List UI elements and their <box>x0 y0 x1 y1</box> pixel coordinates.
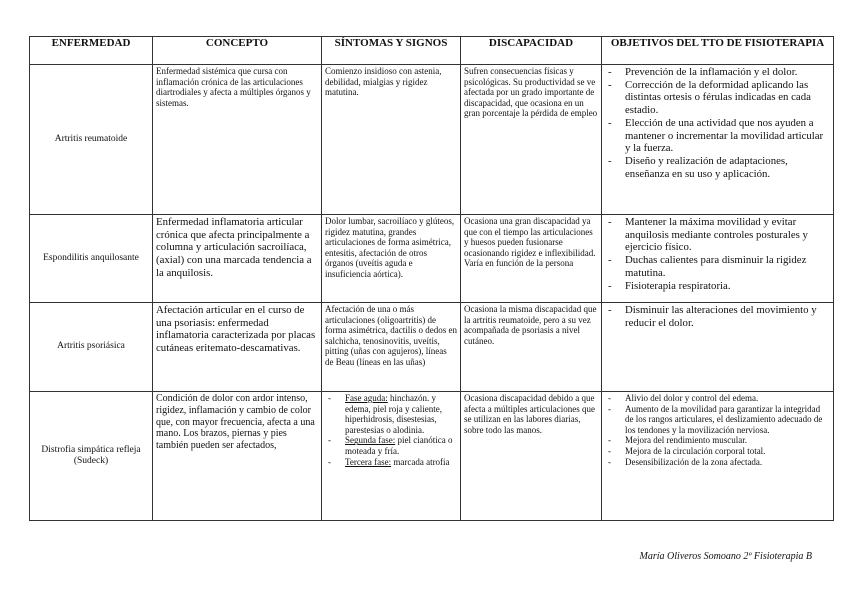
table-row: Distrofia simpática refleja (Sudeck) Con… <box>29 391 834 521</box>
header-row: ENFERMEDAD CONCEPTO SÍNTOMAS Y SIGNOS DI… <box>29 36 834 65</box>
author-footer: María Oliveros Somoano 2º Fisioterapia B <box>639 551 812 562</box>
objetivos-cell: Disminuir las alteraciones del movimient… <box>601 302 834 392</box>
concepto-cell: Afectación articular en el curso de una … <box>152 302 322 392</box>
fase-text: marcada atrofia <box>391 456 450 467</box>
objetivo-item: Diseño y realización de adaptaciones, en… <box>605 155 830 180</box>
fase-item: Tercera fase: marcada atrofia <box>325 457 457 468</box>
objetivos-cell: Alivio del dolor y control del edema. Au… <box>601 391 834 521</box>
sintomas-cell: Afectación de una o más articulaciones (… <box>321 302 461 392</box>
objetivos-cell: Mantener la máxima movilidad y evitar an… <box>601 214 834 303</box>
objetivo-item: Aumento de la movilidad para garantizar … <box>605 404 830 436</box>
header-discapacidad: DISCAPACIDAD <box>460 36 602 65</box>
sintomas-cell: Dolor lumbar, sacroilíaco y glúteos, rig… <box>321 214 461 303</box>
enfermedad-cell: Espondilitis anquilosante <box>29 214 153 303</box>
fase-label: Fase aguda: <box>345 393 388 403</box>
objetivo-item: Mejora del rendimiento muscular. <box>605 435 830 446</box>
fase-label: Segunda fase: <box>345 435 396 446</box>
discapacidad-cell: Ocasiona una gran discapacidad ya que co… <box>460 214 602 303</box>
objetivo-item: Duchas calientes para disminuir la rigid… <box>605 254 830 279</box>
objetivo-item: Alivio del dolor y control del edema. <box>605 393 830 404</box>
discapacidad-cell: Ocasiona la misma discapacidad que la ar… <box>460 302 602 392</box>
fase-item: Segunda fase: piel cianótica o moteada y… <box>325 435 457 456</box>
fase-text: piel cianótica o moteada y fría. <box>345 435 453 457</box>
objetivo-item: Elección de una actividad que nos ayuden… <box>605 117 830 155</box>
objetivo-item: Desensibilización de la zona afectada. <box>605 457 830 468</box>
fase-label: Tercera fase: <box>345 456 392 467</box>
table-row: Artritis psoriásica Afectación articular… <box>29 302 834 392</box>
table-row: Artritis reumatoide Enfermedad sistémica… <box>29 64 834 215</box>
header-enfermedad: ENFERMEDAD <box>29 36 153 65</box>
enfermedad-cell: Distrofia simpática refleja (Sudeck) <box>29 391 153 521</box>
header-concepto: CONCEPTO <box>152 36 322 65</box>
header-objetivos: OBJETIVOS DEL TTO DE FISIOTERAPIA <box>601 36 834 65</box>
objetivo-item: Mejora de la circulación corporal total. <box>605 446 830 457</box>
sintomas-cell: Fase aguda: hinchazón. y edema, piel roj… <box>321 391 461 521</box>
table-row: Espondilitis anquilosante Enfermedad inf… <box>29 214 834 303</box>
fase-item: Fase aguda: hinchazón. y edema, piel roj… <box>325 393 457 435</box>
objetivo-item: Mantener la máxima movilidad y evitar an… <box>605 216 830 254</box>
concepto-cell: Enfermedad inflamatoria articular crónic… <box>152 214 322 303</box>
header-sintomas: SÍNTOMAS Y SIGNOS <box>321 36 461 65</box>
enfermedad-cell: Artritis psoriásica <box>29 302 153 392</box>
objetivo-item: Disminuir las alteraciones del movimient… <box>605 304 830 329</box>
fase-text: hinchazón. y edema, piel roja y caliente… <box>345 393 442 435</box>
objetivo-item: Corrección de la deformidad aplicando la… <box>605 79 830 117</box>
enfermedad-cell: Artritis reumatoide <box>29 64 153 215</box>
concepto-cell: Condición de dolor con ardor intenso, ri… <box>152 391 322 521</box>
objetivos-cell: Prevención de la inflamación y el dolor.… <box>601 64 834 215</box>
objetivo-item: Fisioterapia respiratoria. <box>605 280 830 293</box>
objetivo-item: Prevención de la inflamación y el dolor. <box>605 66 830 79</box>
concepto-cell: Enfermedad sistémica que cursa con infla… <box>152 64 322 215</box>
discapacidad-cell: Ocasiona discapacidad debido a que afect… <box>460 391 602 521</box>
sintomas-cell: Comienzo insidioso con astenia, debilida… <box>321 64 461 215</box>
diseases-table: ENFERMEDAD CONCEPTO SÍNTOMAS Y SIGNOS DI… <box>29 36 834 521</box>
discapacidad-cell: Sufren consecuencias físicas y psicológi… <box>460 64 602 215</box>
